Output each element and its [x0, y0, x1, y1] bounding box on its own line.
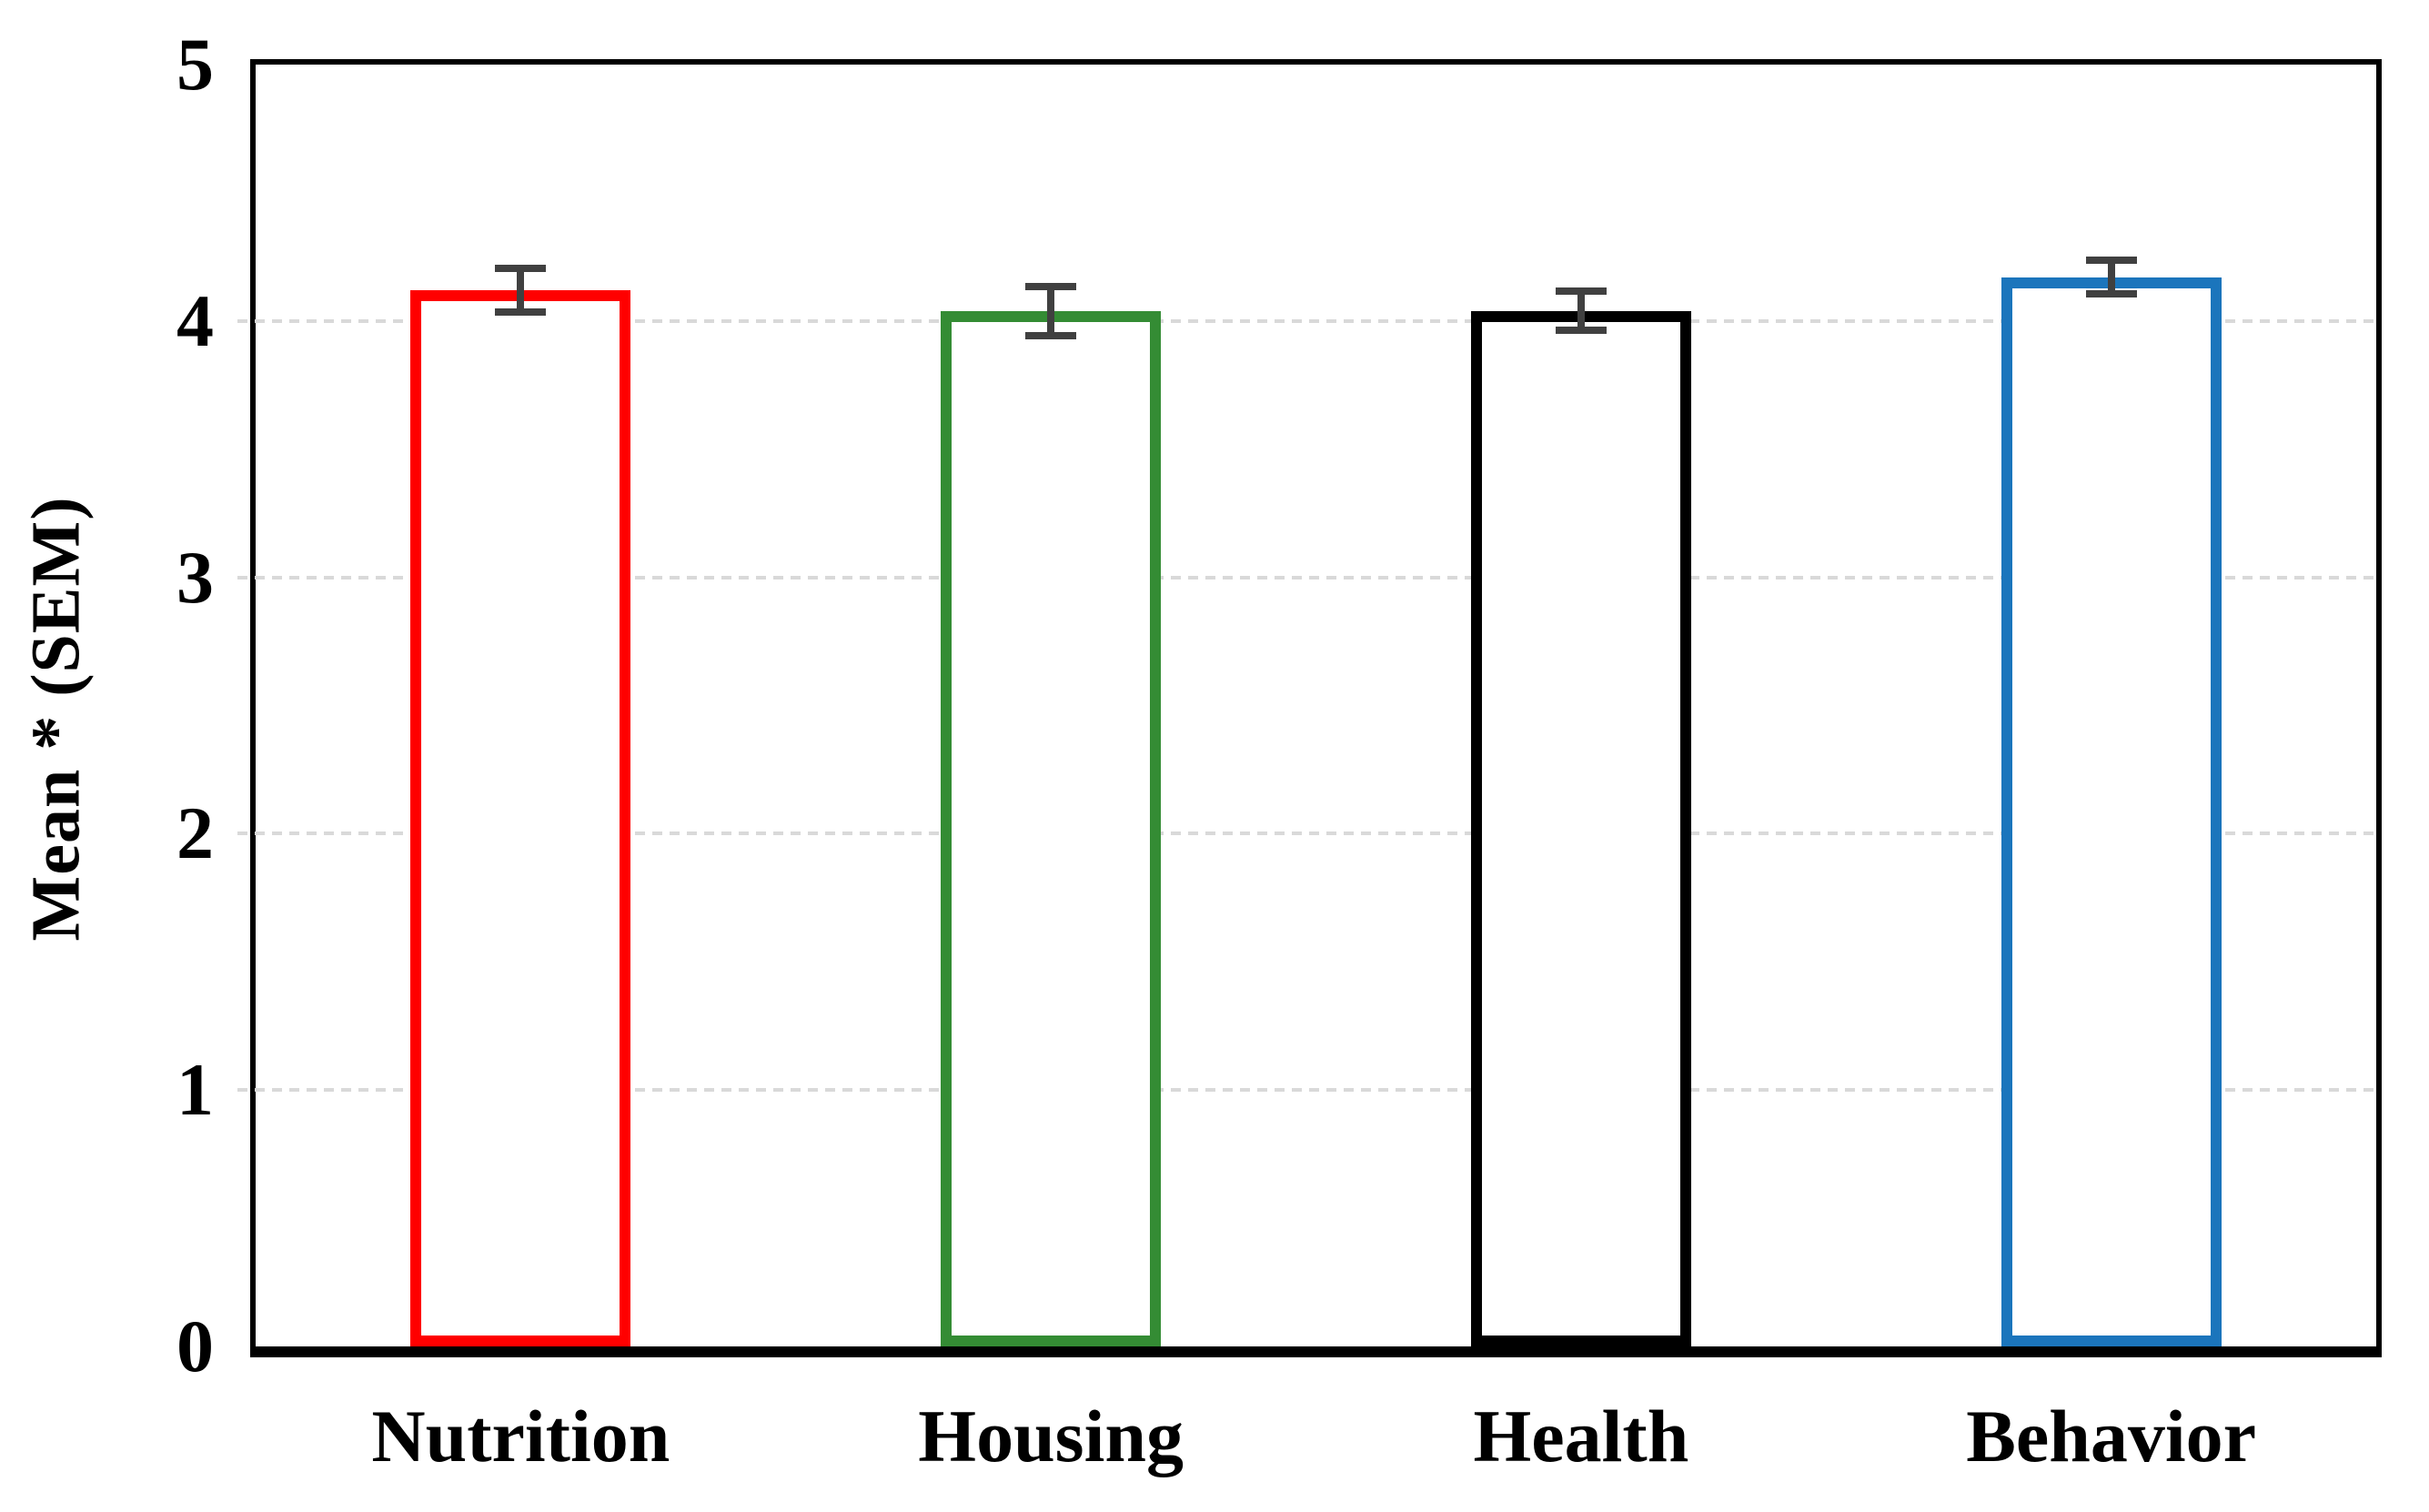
- category-label-nutrition: Nutrition: [371, 1395, 670, 1477]
- bar-behavior: [2001, 277, 2222, 1346]
- error-bar-line: [1047, 282, 1055, 339]
- bar-health: [1470, 310, 1691, 1346]
- gridline-y-4: [237, 318, 2376, 323]
- category-label-housing: Housing: [918, 1395, 1184, 1477]
- gridline-y-3: [237, 575, 2376, 580]
- bar-nutrition: [410, 289, 631, 1346]
- category-label-health: Health: [1473, 1395, 1689, 1477]
- error-bar-cap: [1555, 287, 1607, 296]
- error-bar-health: [1555, 287, 1607, 334]
- error-bar-cap: [1025, 282, 1077, 290]
- y-tick-label-3: 3: [176, 535, 214, 619]
- error-bar-housing: [1025, 282, 1077, 339]
- y-tick-label-2: 2: [176, 791, 214, 875]
- error-bar-line: [517, 264, 525, 317]
- y-tick-label-4: 4: [176, 278, 214, 362]
- error-bar-cap: [1025, 331, 1077, 339]
- y-tick-label-5: 5: [176, 23, 214, 106]
- error-bar-behavior: [2085, 257, 2137, 298]
- gridline-y-1: [237, 1088, 2376, 1093]
- error-bar-nutrition: [495, 264, 547, 317]
- error-bar-line: [1577, 287, 1585, 334]
- error-bar-cap: [2085, 257, 2137, 265]
- error-bar-cap: [495, 264, 547, 272]
- plot-area: [237, 59, 2382, 1357]
- error-bar-line: [2107, 257, 2115, 298]
- y-tick-label-1: 1: [176, 1048, 214, 1132]
- category-label-behavior: Behavior: [1966, 1395, 2257, 1477]
- error-bar-cap: [495, 308, 547, 317]
- y-tick-label-0: 0: [176, 1305, 214, 1387]
- plot-inner: [237, 65, 2376, 1346]
- error-bar-cap: [1555, 326, 1607, 334]
- bar-housing: [941, 310, 1162, 1346]
- error-bar-cap: [2085, 290, 2137, 298]
- gridline-y-2: [237, 832, 2376, 836]
